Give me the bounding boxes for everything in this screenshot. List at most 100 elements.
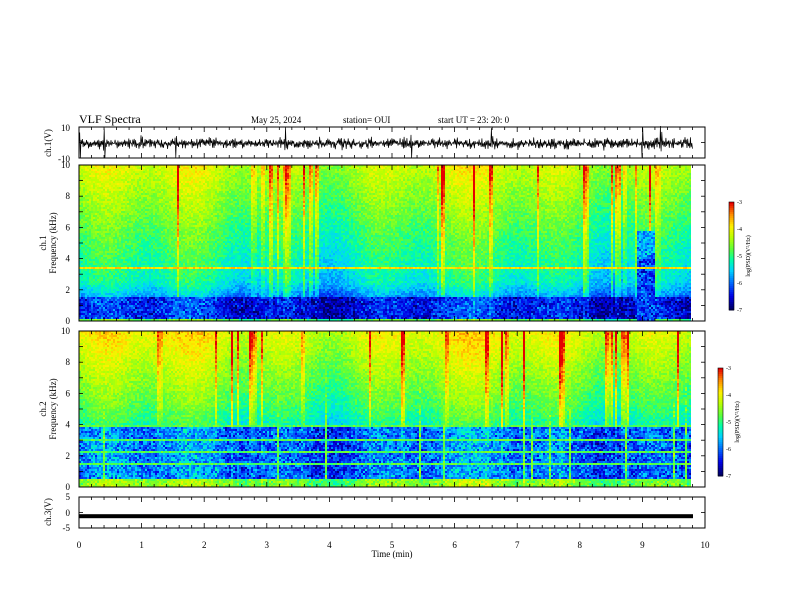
- spectrogram-cell: [127, 183, 129, 185]
- spectrogram-cell: [131, 261, 133, 263]
- spectrogram-cell: [85, 257, 87, 259]
- spectrogram-cell: [135, 193, 137, 195]
- spectrogram-cell: [115, 195, 117, 197]
- spectrogram-cell: [109, 265, 111, 267]
- spectrogram-cell: [129, 181, 131, 183]
- spectrogram-cell: [131, 313, 133, 315]
- spectrogram-cell: [83, 289, 85, 291]
- spectrogram-cell: [123, 307, 125, 309]
- spectrogram-cell: [131, 219, 133, 221]
- spectrogram-cell: [143, 191, 145, 193]
- spectrogram-cell: [109, 275, 111, 277]
- spectrogram-cell: [145, 303, 147, 305]
- spectrogram-cell: [133, 315, 135, 317]
- spectrogram-cell: [125, 289, 127, 291]
- spectrogram-cell: [113, 303, 115, 305]
- spectrogram-cell: [97, 317, 99, 319]
- spectrogram-cell: [145, 193, 147, 195]
- spectrogram-cell: [111, 313, 113, 315]
- spectrogram-cell: [123, 209, 125, 211]
- spectrogram-cell: [111, 249, 113, 251]
- spectrogram-cell: [91, 247, 93, 249]
- spectrogram-cell: [129, 233, 131, 235]
- spectrogram-cell: [117, 317, 119, 319]
- spectrogram-cell: [111, 267, 113, 269]
- spectrogram-cell: [83, 221, 85, 223]
- spectrogram-cell: [95, 267, 97, 269]
- spectrogram-cell: [137, 171, 139, 173]
- spectrogram-cell: [105, 235, 107, 237]
- spectrogram-cell: [137, 193, 139, 195]
- spectrogram-cell: [129, 235, 131, 237]
- spectrogram-cell: [99, 183, 101, 185]
- spectrogram-cell: [83, 223, 85, 225]
- spectrogram-cell: [125, 279, 127, 281]
- spectrogram-cell: [127, 307, 129, 309]
- spectrogram-cell: [135, 187, 137, 189]
- spectrogram-cell: [143, 265, 145, 267]
- spectrogram-cell: [141, 245, 143, 247]
- spectrogram-cell: [95, 269, 97, 271]
- spectrogram-cell: [129, 213, 131, 215]
- spectrogram-cell: [141, 301, 143, 303]
- spectrogram-cell: [109, 171, 111, 173]
- spectrogram-cell: [107, 189, 109, 191]
- spectrogram-cell: [91, 295, 93, 297]
- spectrogram-cell: [81, 173, 83, 175]
- spectrogram-cell: [131, 233, 133, 235]
- spectrogram-cell: [129, 307, 131, 309]
- spectrogram-cell: [119, 223, 121, 225]
- spectrogram-cell: [97, 289, 99, 291]
- spectrogram-cell: [103, 279, 105, 281]
- spectrogram-cell: [99, 197, 101, 199]
- spectrogram-cell: [103, 225, 105, 227]
- spectrogram-cell: [85, 261, 87, 263]
- spectrogram-cell: [97, 291, 99, 293]
- spectrogram-cell: [141, 253, 143, 255]
- spectrogram-cell: [87, 215, 89, 217]
- spectrogram-cell: [93, 209, 95, 211]
- spectrogram-cell: [83, 249, 85, 251]
- spectrogram-cell: [133, 307, 135, 309]
- spectrogram-cell: [131, 231, 133, 233]
- spectrogram-cell: [109, 221, 111, 223]
- spectrogram-cell: [135, 253, 137, 255]
- spectrogram-cell: [111, 179, 113, 181]
- spectrogram-cell: [129, 241, 131, 243]
- spectrogram-cell: [93, 275, 95, 277]
- spectrogram-cell: [95, 297, 97, 299]
- spectrogram-cell: [121, 253, 123, 255]
- spectrogram-cell: [119, 251, 121, 253]
- spectrogram-cell: [87, 241, 89, 243]
- spectrogram-cell: [137, 191, 139, 193]
- spectrogram-cell: [113, 189, 115, 191]
- spectrogram-cell: [103, 169, 105, 171]
- spectrogram-cell: [93, 219, 95, 221]
- spectrogram-cell: [91, 171, 93, 173]
- spectrogram-cell: [95, 277, 97, 279]
- spectrogram-cell: [83, 189, 85, 191]
- spectrogram-cell: [109, 191, 111, 193]
- spectrogram-cell: [143, 305, 145, 307]
- spectrogram-cell: [127, 215, 129, 217]
- spectrogram-cell: [145, 301, 147, 303]
- spectrogram-cell: [119, 277, 121, 279]
- spectrogram-cell: [117, 253, 119, 255]
- spectrogram-cell: [105, 317, 107, 319]
- spectrogram-cell: [107, 195, 109, 197]
- spectrogram-cell: [117, 209, 119, 211]
- spectrogram-cell: [137, 247, 139, 249]
- spectrogram-cell: [101, 295, 103, 297]
- spectrogram-cell: [139, 243, 141, 245]
- spectrogram-cell: [81, 279, 83, 281]
- spectrogram-cell: [135, 303, 137, 305]
- spectrogram-cell: [137, 287, 139, 289]
- spectrogram-cell: [87, 187, 89, 189]
- spectrogram-cell: [111, 241, 113, 243]
- spectrogram-cell: [113, 181, 115, 183]
- spectrogram-cell: [123, 203, 125, 205]
- spectrogram-cell: [129, 189, 131, 191]
- spectrogram-cell: [95, 259, 97, 261]
- spectrogram-cell: [121, 169, 123, 171]
- spectrogram-cell: [95, 293, 97, 295]
